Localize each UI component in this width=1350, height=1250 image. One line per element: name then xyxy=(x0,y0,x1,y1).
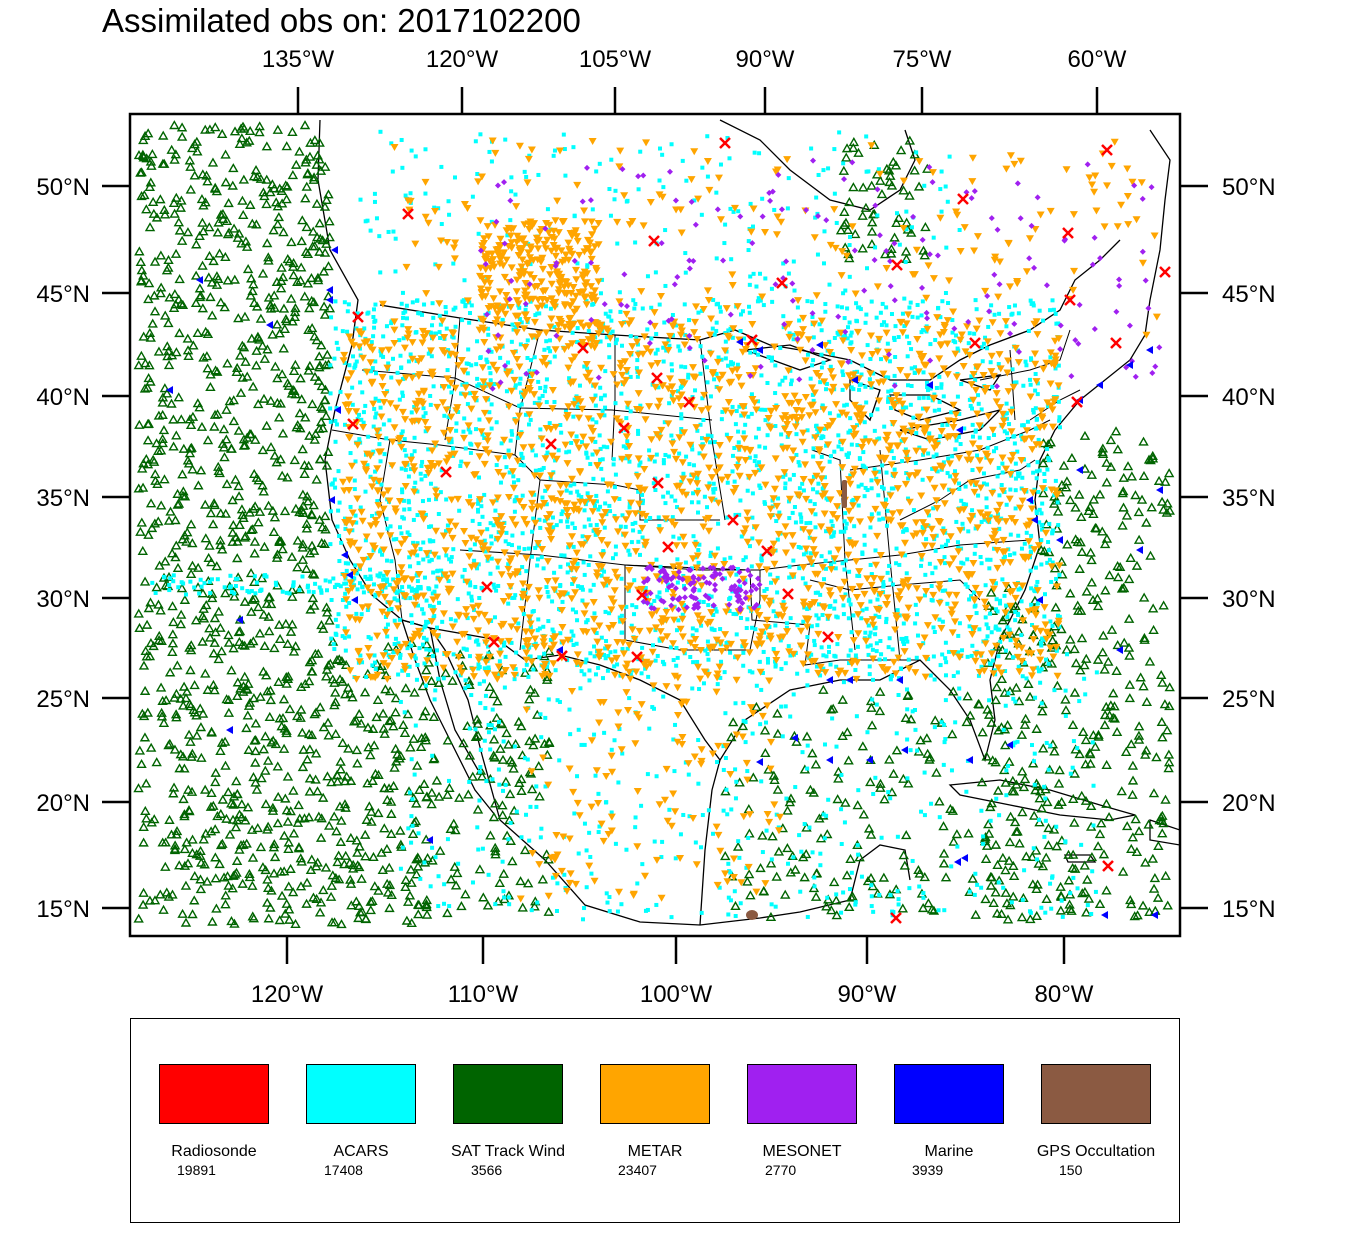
legend-label: Marine xyxy=(924,1143,974,1160)
legend-label: GPS Occultation xyxy=(1036,1143,1156,1160)
right-lat-label: 45°N xyxy=(1222,281,1276,308)
legend-item: Radiosonde 19891 xyxy=(131,1019,281,1219)
top-lon-label: 75°W xyxy=(893,46,952,73)
mesonet-markers xyxy=(477,157,1163,613)
legend-swatch xyxy=(894,1064,1004,1124)
us-canada-border xyxy=(379,239,1121,381)
radiosonde-markers xyxy=(347,137,1171,924)
legend-label: SAT Track Wind xyxy=(450,1143,566,1160)
top-lon-label: 90°W xyxy=(736,46,795,73)
right-lat-label: 20°N xyxy=(1222,790,1276,817)
legend-count: 2770 xyxy=(765,1162,797,1178)
marine-markers xyxy=(166,246,1163,919)
bottom-lon-label: 90°W xyxy=(838,981,897,1008)
top-lon-label: 60°W xyxy=(1068,46,1127,73)
top-longitude-ticks: 135°W 120°W 105°W 90°W 75°W 60°W xyxy=(262,46,1127,114)
left-lat-label: 35°N xyxy=(36,485,90,512)
gps-occultation-markers xyxy=(746,480,847,920)
right-lat-label: 25°N xyxy=(1222,686,1276,713)
legend-count: 150 xyxy=(1059,1162,1083,1178)
legend-item: GPS Occultation 150 xyxy=(1013,1019,1163,1219)
left-lat-label: 25°N xyxy=(36,686,90,713)
legend-item: SAT Track Wind 3566 xyxy=(425,1019,575,1219)
map-frame xyxy=(128,112,1182,938)
map-title: Assimilated obs on: 2017102200 xyxy=(102,2,581,39)
metar-markers xyxy=(339,137,1161,903)
legend-item: MESONET 2770 xyxy=(719,1019,869,1219)
bottom-longitude-ticks: 120°W 110°W 100°W 90°W 80°W xyxy=(251,936,1094,1008)
right-lat-label: 50°N xyxy=(1222,174,1276,201)
left-latitude-ticks: 15°N 20°N 25°N 30°N 35°N 40°N 45°N 50°N xyxy=(36,174,130,923)
legend-count: 19891 xyxy=(177,1162,216,1178)
right-lat-label: 35°N xyxy=(1222,485,1276,512)
legend-swatch xyxy=(306,1064,416,1124)
acars-markers xyxy=(150,129,1099,922)
legend-item: Marine 3939 xyxy=(866,1019,1016,1219)
pacific-coastline xyxy=(317,119,851,926)
jamaica-outline xyxy=(1064,854,1097,863)
left-lat-label: 15°N xyxy=(36,896,90,923)
legend-label: METAR xyxy=(627,1143,683,1160)
left-lat-label: 30°N xyxy=(36,586,90,613)
legend-swatch xyxy=(453,1064,563,1124)
top-lon-label: 120°W xyxy=(426,46,499,73)
geography-outlines xyxy=(317,119,1180,926)
top-lon-label: 105°W xyxy=(579,46,652,73)
legend-label: MESONET xyxy=(762,1143,842,1160)
great-lakes xyxy=(744,344,1003,441)
legend-label: ACARS xyxy=(333,1143,389,1160)
legend-item: METAR 23407 xyxy=(572,1019,722,1219)
hispaniola-outline xyxy=(1149,819,1180,846)
right-lat-label: 30°N xyxy=(1222,586,1276,613)
legend-count: 3939 xyxy=(912,1162,944,1178)
legend-swatch xyxy=(1041,1064,1151,1124)
legend-swatch xyxy=(747,1064,857,1124)
legend-count: 17408 xyxy=(324,1162,363,1178)
right-latitude-ticks: 15°N 20°N 25°N 30°N 35°N 40°N 45°N 50°N xyxy=(1180,174,1276,923)
legend-swatch xyxy=(159,1064,269,1124)
left-lat-label: 50°N xyxy=(36,174,90,201)
legend-label: Radiosonde xyxy=(171,1143,257,1160)
legend-count: 3566 xyxy=(471,1162,503,1178)
legend-count: 23407 xyxy=(618,1162,657,1178)
legend: Radiosonde 19891 ACARS 17408 SAT Track Wind 3… xyxy=(130,1018,1180,1223)
left-lat-label: 40°N xyxy=(36,384,90,411)
top-lon-label: 135°W xyxy=(262,46,335,73)
legend-swatch xyxy=(600,1064,710,1124)
left-lat-label: 20°N xyxy=(36,790,90,817)
left-lat-label: 45°N xyxy=(36,281,90,308)
gulf-coastline xyxy=(699,129,1171,926)
bottom-lon-label: 100°W xyxy=(640,981,713,1008)
right-lat-label: 15°N xyxy=(1222,896,1276,923)
right-lat-label: 40°N xyxy=(1222,384,1276,411)
observation-markers xyxy=(133,120,1175,929)
legend-item: ACARS 17408 xyxy=(278,1019,428,1219)
bottom-lon-label: 120°W xyxy=(251,981,324,1008)
bottom-lon-label: 110°W xyxy=(448,981,519,1008)
bottom-lon-label: 80°W xyxy=(1035,981,1094,1008)
